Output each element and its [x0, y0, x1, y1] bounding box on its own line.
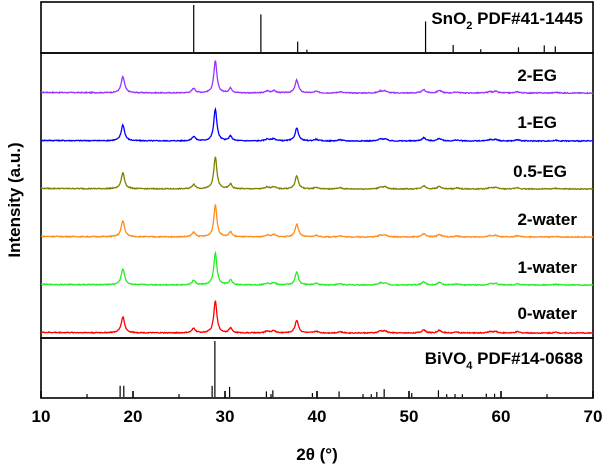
series-label-0-5-eg: 0.5-EG	[513, 162, 567, 181]
xrd-pattern-1-eg	[40, 106, 594, 143]
series-label-2-water: 2-water	[517, 210, 577, 229]
xrd-pattern-2-water	[40, 204, 594, 239]
x-tick-label-30: 30	[216, 407, 235, 426]
xrd-patterns	[40, 60, 594, 335]
xrd-pattern-1-water	[40, 250, 594, 287]
sno2-reference-label: SnO2 PDF#41-1445	[431, 9, 583, 32]
x-tick-label-60: 60	[492, 407, 511, 426]
x-axis-ticks: 10 20 30 40 50 60 70	[32, 391, 603, 426]
series-label-1-water: 1-water	[517, 258, 577, 277]
x-tick-label-50: 50	[400, 407, 419, 426]
xrd-pattern-0-water	[40, 300, 594, 335]
bivo4-reference-label: BiVO4 PDF#14-0688	[425, 349, 583, 372]
series-label-2-eg: 2-EG	[517, 66, 557, 85]
bivo4-label-main: BiVO	[425, 349, 467, 368]
main-plot-panel	[40, 52, 594, 339]
x-tick-label-10: 10	[32, 407, 51, 426]
bivo4-label-tail: PDF#14-0688	[472, 349, 583, 368]
y-axis-title: Intensity (a.u.)	[5, 142, 24, 257]
sno2-label-main: SnO	[431, 9, 466, 28]
series-label-0-water: 0-water	[517, 304, 577, 323]
sno2-reference-sticks	[193, 5, 556, 52]
sno2-label-sub: 2	[466, 20, 472, 32]
series-label-1-eg: 1-EG	[517, 113, 557, 132]
xrd-pattern-2-eg	[40, 60, 594, 95]
bivo4-label-sub: 4	[466, 360, 473, 372]
x-axis-title: 2θ (°)	[296, 445, 338, 464]
x-tick-label-20: 20	[124, 407, 143, 426]
x-tick-label-40: 40	[308, 407, 327, 426]
xrd-pattern-0-5-eg	[40, 156, 594, 191]
sno2-label-tail: PDF#41-1445	[472, 9, 583, 28]
x-tick-label-70: 70	[584, 407, 603, 426]
bivo4-reference-sticks	[119, 341, 496, 397]
